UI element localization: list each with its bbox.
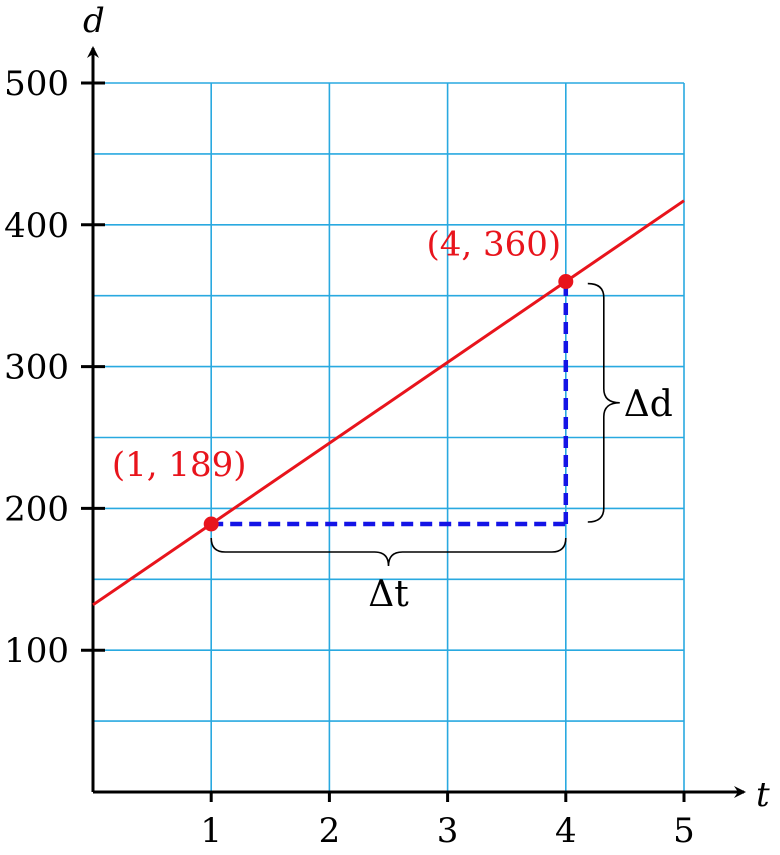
y-tick-label: 200 [4,489,69,529]
series-line [92,199,685,607]
y-axis-label: d [83,1,105,41]
axes [87,46,746,798]
delta-d-label: Δd [624,384,673,425]
delta-d-brace [587,282,620,523]
y-tick-label: 500 [4,64,69,104]
data-point [558,274,574,290]
y-tick-label: 100 [4,631,69,671]
data-point [203,516,219,532]
x-tick-label: 3 [437,811,459,851]
point-label-2: (4, 360) [426,225,561,265]
x-tick-label: 1 [200,811,222,851]
delta-t-brace [210,537,567,567]
y-tick-label: 300 [4,348,69,388]
ticks: 1 2 3 4 5 100 200 300 400 500 [4,64,695,851]
x-tick-label: 4 [555,811,577,851]
y-tick-label: 400 [4,206,69,246]
x-tick-label: 2 [319,811,341,851]
series [92,199,685,607]
point-label-1: (1, 189) [112,445,247,485]
delta-t-label: Δt [368,574,409,615]
x-tick-label: 5 [673,811,695,851]
x-axis-label: t [756,775,770,815]
grid [93,82,685,792]
annotations [210,282,620,567]
